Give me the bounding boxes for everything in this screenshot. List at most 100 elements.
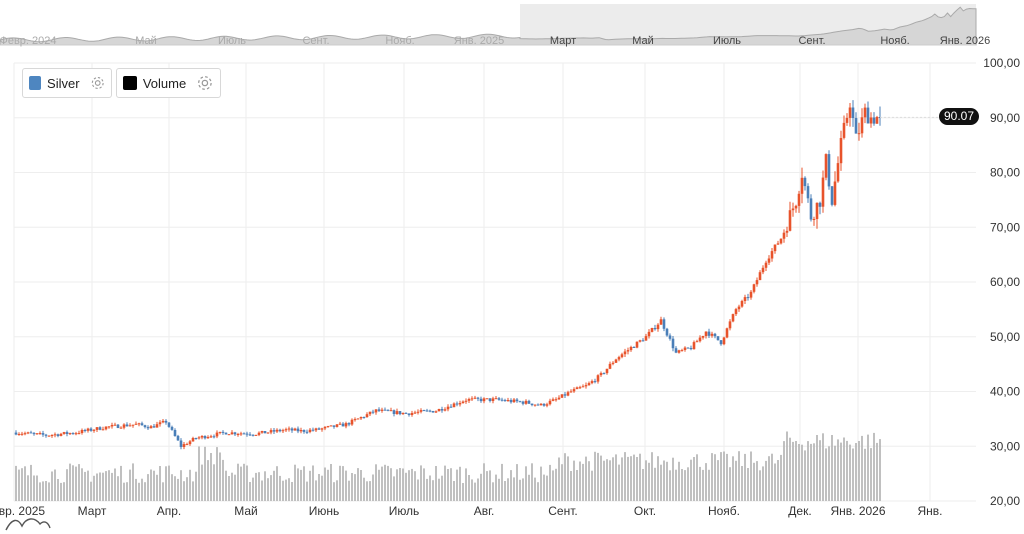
volume-bar — [657, 456, 659, 501]
volume-bar — [267, 478, 269, 501]
x-tick-label: Март — [78, 504, 107, 518]
volume-bar — [738, 451, 740, 501]
volume-bar — [741, 466, 743, 501]
volume-bar — [207, 460, 209, 501]
volume-bar — [591, 470, 593, 501]
volume-bar — [492, 482, 494, 501]
volume-bar — [351, 473, 353, 501]
candle-body — [131, 424, 135, 426]
volume-bar — [477, 478, 479, 501]
volume-bar — [60, 482, 62, 501]
volume-bar — [180, 470, 182, 501]
candle-body — [719, 340, 723, 345]
candle-body — [482, 398, 486, 402]
candle-body — [173, 430, 177, 436]
volume-bar — [72, 465, 74, 501]
gear-icon[interactable] — [196, 74, 214, 92]
candle-body — [119, 427, 123, 429]
volume-bar — [432, 480, 434, 501]
volume-bar — [876, 442, 878, 501]
volume-bar — [417, 479, 419, 501]
volume-bar — [228, 476, 230, 501]
candle-body — [341, 423, 345, 427]
candle-body — [20, 433, 24, 435]
candle-body — [458, 403, 462, 405]
candle-body — [461, 401, 465, 403]
candle-body — [50, 435, 54, 436]
candle-body — [860, 117, 864, 134]
volume-bar — [573, 460, 575, 501]
volume-bar — [426, 478, 428, 501]
candle-body — [620, 354, 624, 358]
legend-silver-label: Silver — [47, 75, 80, 91]
volume-bar — [708, 469, 710, 501]
candle-body — [647, 331, 651, 337]
volume-bar — [732, 456, 734, 501]
volume-bar — [690, 459, 692, 501]
volume-bar — [837, 439, 839, 501]
candle-body — [230, 432, 234, 435]
volume-bar — [282, 480, 284, 501]
candle-body — [539, 403, 543, 406]
volume-bar — [315, 480, 317, 501]
volume-bar — [291, 482, 293, 501]
volume-bar — [828, 446, 830, 501]
volume-bar — [624, 452, 626, 501]
volume-bar — [339, 465, 341, 501]
candle-body — [533, 404, 537, 406]
volume-bar — [204, 446, 206, 501]
volume-bar — [387, 465, 389, 501]
candle-body — [473, 397, 477, 399]
candle-body — [626, 350, 630, 352]
candle-body — [86, 428, 90, 431]
y-tick-label: 40,00 — [990, 385, 1020, 399]
candle-body — [581, 386, 585, 388]
volume-bar — [879, 439, 881, 501]
candle-body — [659, 319, 663, 325]
volume-bar — [801, 444, 803, 501]
volume-bar — [336, 480, 338, 501]
volume-bar — [612, 457, 614, 501]
volume-bar — [810, 443, 812, 501]
navigator-label: Июль — [713, 35, 741, 47]
volume-bar — [177, 478, 179, 501]
volume-bar — [702, 469, 704, 501]
navigator-label: Нояб. — [385, 35, 414, 47]
volume-bar — [480, 473, 482, 501]
candle-body — [785, 230, 789, 233]
candle-body — [575, 387, 579, 390]
candle-body — [245, 433, 249, 435]
x-tick-label: Апр. — [157, 504, 182, 518]
candle-body — [77, 433, 81, 435]
candle-body — [155, 424, 159, 428]
navigator-strip[interactable]: Февр. 2024 Май Июль Сент. Нояб. Янв. 2025 Март… — [0, 0, 1024, 60]
candle-body — [158, 422, 162, 425]
candle-body — [35, 433, 39, 435]
candle-body — [524, 400, 528, 404]
candle-body — [722, 337, 726, 345]
volume-bar — [279, 475, 281, 501]
candle-body — [329, 425, 333, 427]
volume-bar — [147, 474, 149, 501]
price-chart[interactable]: 100,00 90,00 80,00 70,00 60,00 50,00 40,00 30,0… — [0, 52, 1024, 534]
volume-bar — [528, 474, 530, 501]
volume-bar — [186, 477, 188, 501]
candle-body — [755, 280, 759, 285]
candle-body — [854, 118, 858, 134]
volume-bar — [546, 475, 548, 501]
candle-body — [731, 314, 735, 322]
candle-body — [416, 411, 420, 413]
candle-body — [665, 328, 669, 336]
volume-bar — [567, 456, 569, 501]
gear-icon[interactable] — [90, 74, 105, 92]
candle-body — [431, 411, 435, 413]
legend-silver[interactable]: Silver — [22, 68, 112, 98]
volume-bar — [264, 471, 266, 501]
legend-volume-label: Volume — [142, 75, 187, 91]
legend-volume[interactable]: Volume — [116, 68, 221, 98]
candle-body — [500, 399, 504, 401]
candle-body — [749, 291, 753, 298]
candle-body — [563, 394, 567, 396]
volume-bar — [696, 454, 698, 501]
candle-body — [863, 107, 867, 118]
